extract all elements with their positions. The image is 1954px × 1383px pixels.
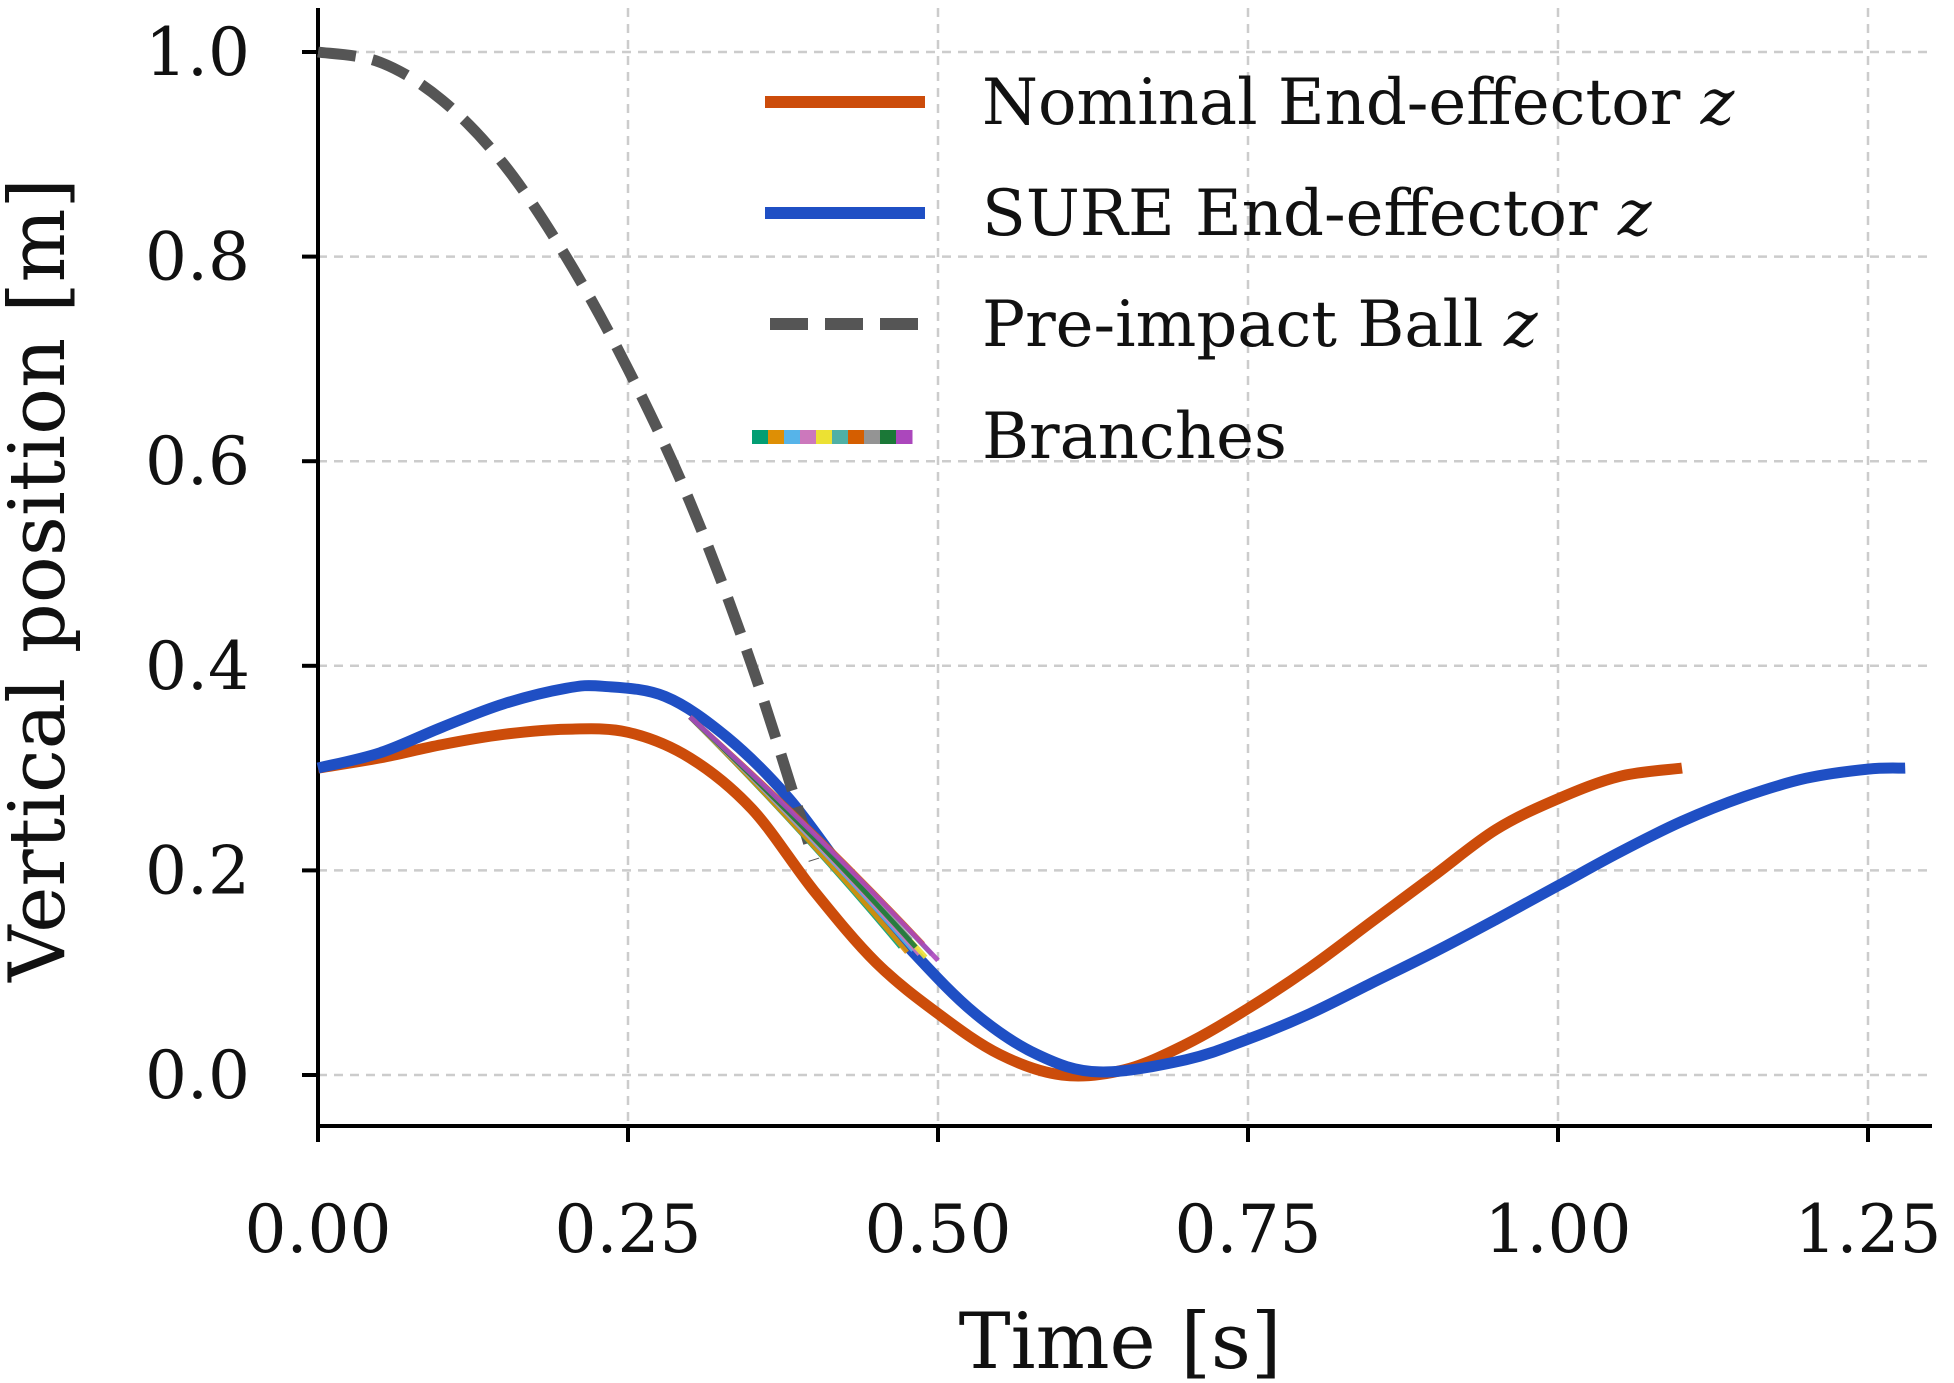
legend-branch-segment [864,430,881,444]
y-tick-label: 0.4 [145,628,250,705]
x-tick-label: 0.25 [555,1191,702,1268]
x-axis-label: Time [s] [959,1297,1282,1383]
legend-branch-segment [880,430,897,444]
y-tick-label: 0.0 [145,1037,250,1114]
legend-branch-segment [816,430,833,444]
branch-line [688,715,909,954]
legend-branch-segment [848,430,865,444]
legend-branch-segment [784,430,801,444]
legend-branch-segment [800,430,817,444]
y-axis-label: Vertical position [m] [0,178,83,983]
legend-branch-segment [768,430,785,444]
x-tick-label: 1.25 [1795,1191,1942,1268]
legend: Nominal End-effector z SURE End-effector… [752,66,1736,474]
legend-swatch-branches [752,430,913,444]
grid [316,8,1932,1126]
legend-label-sure: SURE End-effector z [982,177,1653,251]
legend-label-nominal: Nominal End-effector z [982,66,1736,140]
plot-area [316,46,1906,1082]
x-tick-label: 1.00 [1485,1191,1632,1268]
tick-labels: 0.00 0.25 0.50 0.75 1.00 1.25 0.0 0.2 0.4 0.6 0.8 1… [145,14,1941,1268]
legend-branch-segment [832,430,849,444]
series-nominal-line [317,723,1683,1082]
axes [316,8,1932,1128]
x-tick-label: 0.75 [1175,1191,1322,1268]
x-tick-label: 0.00 [245,1191,392,1268]
series-ball-line [317,46,820,862]
legend-branch-segment [752,430,769,444]
series-sure-line [316,680,1906,1078]
y-tick-label: 0.8 [145,219,250,296]
legend-label-branches: Branches [982,400,1287,474]
y-tick-label: 0.6 [145,423,250,500]
branch-line [688,715,940,963]
legend-branch-segment [896,430,913,444]
x-tick-label: 0.50 [865,1191,1012,1268]
legend-label-ball: Pre-impact Ball z [982,288,1539,362]
y-tick-label: 1.0 [145,14,250,91]
y-tick-label: 0.2 [145,832,250,909]
